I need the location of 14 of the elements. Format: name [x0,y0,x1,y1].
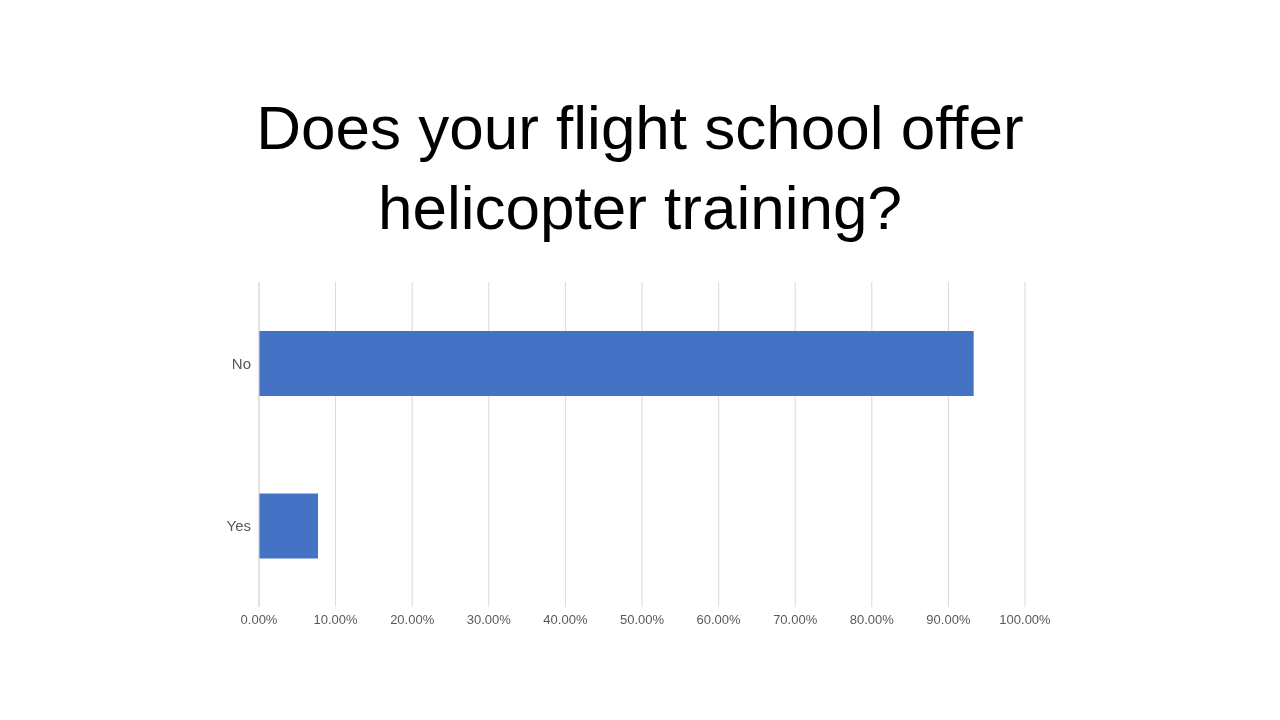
x-tick-label: 70.00% [773,612,818,628]
x-tick-label: 20.00% [390,612,435,628]
x-tick-label: 10.00% [313,612,359,628]
y-tick-label: Yes [226,517,251,535]
x-tick-label: 100.00% [999,612,1052,628]
x-tick-label: 60.00% [696,612,742,628]
chart-title: Does your flight school offer helicopter training? [255,92,1025,244]
x-tick-label: 40.00% [543,612,588,628]
x-tick-label: 50.00% [619,612,665,628]
y-tick-label: No [231,354,251,372]
x-tick-label: 30.00% [466,612,512,628]
x-tick-label: 0.00% [240,612,278,628]
x-tick-label: 80.00% [849,612,895,628]
x-tick-label: 90.00% [926,612,971,628]
